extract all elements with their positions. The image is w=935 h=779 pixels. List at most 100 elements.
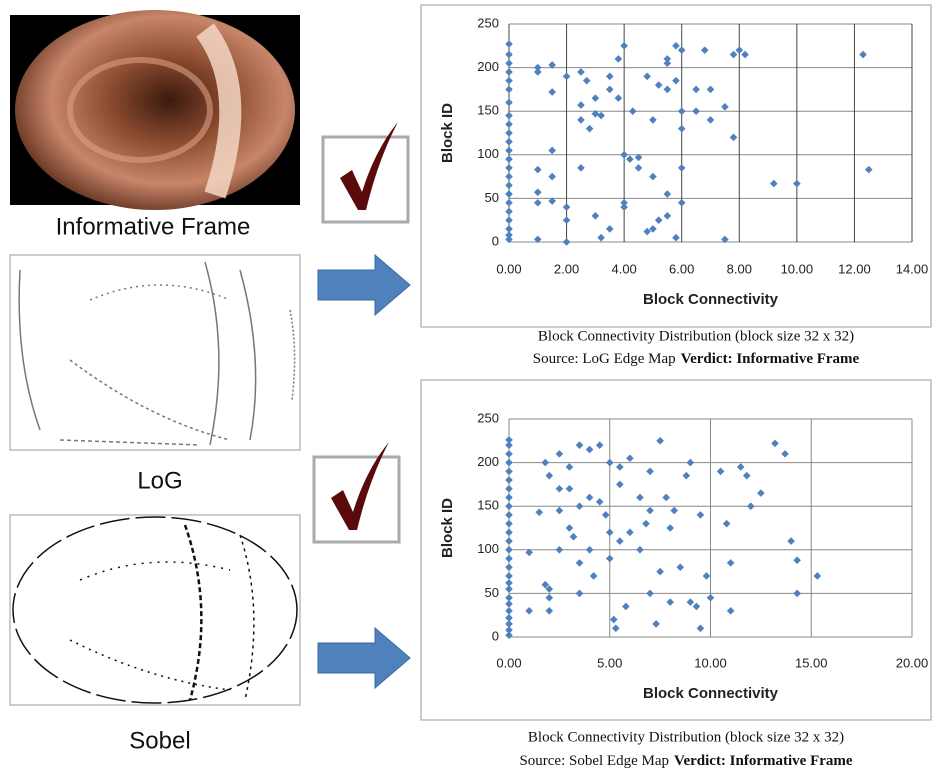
data-point xyxy=(541,459,549,467)
data-point xyxy=(563,203,571,211)
data-point xyxy=(616,463,624,471)
data-point xyxy=(678,46,686,54)
data-point xyxy=(505,594,513,602)
data-point xyxy=(566,485,574,493)
y-tick-label: 100 xyxy=(477,146,499,161)
data-point xyxy=(678,107,686,115)
data-point xyxy=(610,616,618,624)
data-point xyxy=(505,86,513,94)
log-edge-image xyxy=(10,255,300,450)
y-axis-title: Block ID xyxy=(439,103,456,163)
data-point xyxy=(597,234,605,242)
data-point xyxy=(535,509,543,517)
data-point xyxy=(707,116,715,124)
data-point xyxy=(793,180,801,188)
data-point xyxy=(576,502,584,510)
data-point xyxy=(672,234,680,242)
arrow xyxy=(318,255,410,315)
data-point xyxy=(635,164,643,172)
caption: Block Connectivity Distribution (block s… xyxy=(528,729,844,745)
data-point xyxy=(576,441,584,449)
image-label: LoG xyxy=(137,467,182,494)
data-point xyxy=(505,40,513,48)
y-tick-label: 100 xyxy=(477,541,499,556)
x-tick-label: 8.00 xyxy=(727,261,752,276)
caption-verdict: Verdict: Informative Frame xyxy=(674,753,853,769)
data-point xyxy=(577,116,585,124)
data-point xyxy=(781,450,789,458)
data-point xyxy=(505,572,513,580)
data-point xyxy=(692,86,700,94)
data-point xyxy=(655,81,663,89)
data-point xyxy=(727,559,735,567)
data-point xyxy=(556,546,564,554)
data-point xyxy=(505,494,513,502)
x-tick-label: 20.00 xyxy=(896,655,929,670)
data-point xyxy=(721,103,729,111)
data-point xyxy=(576,559,584,567)
data-point xyxy=(596,441,604,449)
data-point xyxy=(629,107,637,115)
data-point xyxy=(757,489,765,497)
data-point xyxy=(534,166,542,174)
image-label: Informative Frame xyxy=(56,213,251,240)
check-mark xyxy=(323,122,408,222)
sobel-edge-image xyxy=(10,515,300,705)
data-point xyxy=(563,216,571,224)
data-point xyxy=(602,511,610,519)
data-point xyxy=(505,225,513,233)
data-point xyxy=(546,472,554,480)
data-point xyxy=(556,450,564,458)
data-point xyxy=(655,216,663,224)
data-point xyxy=(505,529,513,537)
data-point xyxy=(626,155,634,163)
data-point xyxy=(646,590,654,598)
data-point xyxy=(670,507,678,515)
y-tick-label: 150 xyxy=(477,103,499,118)
data-point xyxy=(692,107,700,115)
data-point xyxy=(577,164,585,172)
data-point xyxy=(505,607,513,615)
data-point xyxy=(678,125,686,133)
data-point xyxy=(505,502,513,510)
data-point xyxy=(615,55,623,63)
data-point xyxy=(664,212,672,220)
data-point xyxy=(534,68,542,76)
x-axis-title: Block Connectivity xyxy=(643,291,779,308)
data-point xyxy=(505,129,513,137)
data-point xyxy=(662,494,670,502)
data-point xyxy=(741,51,749,59)
x-tick-label: 0.00 xyxy=(496,261,521,276)
data-point xyxy=(505,182,513,190)
x-tick-label: 14.00 xyxy=(896,261,929,276)
data-point xyxy=(652,620,660,628)
data-point xyxy=(525,607,533,615)
data-point xyxy=(642,520,650,528)
data-point xyxy=(727,607,735,615)
data-point xyxy=(556,485,564,493)
data-point xyxy=(616,481,624,489)
data-point xyxy=(687,459,695,467)
data-point xyxy=(505,436,513,444)
data-point xyxy=(505,520,513,528)
data-point xyxy=(592,94,600,102)
x-tick-label: 6.00 xyxy=(669,261,694,276)
data-point xyxy=(687,598,695,606)
data-point xyxy=(563,238,571,246)
y-tick-label: 150 xyxy=(477,498,499,513)
x-axis-title: Block Connectivity xyxy=(643,685,779,702)
y-axis-title: Block ID xyxy=(439,498,456,558)
data-point xyxy=(620,199,628,207)
data-point xyxy=(666,598,674,606)
data-point xyxy=(577,101,585,109)
data-point xyxy=(730,51,738,59)
data-point xyxy=(548,88,556,96)
data-point xyxy=(597,112,605,120)
data-point xyxy=(620,151,628,159)
data-point xyxy=(592,212,600,220)
data-point xyxy=(707,86,715,94)
data-point xyxy=(606,73,614,81)
data-point xyxy=(586,446,594,454)
data-point xyxy=(737,463,745,471)
